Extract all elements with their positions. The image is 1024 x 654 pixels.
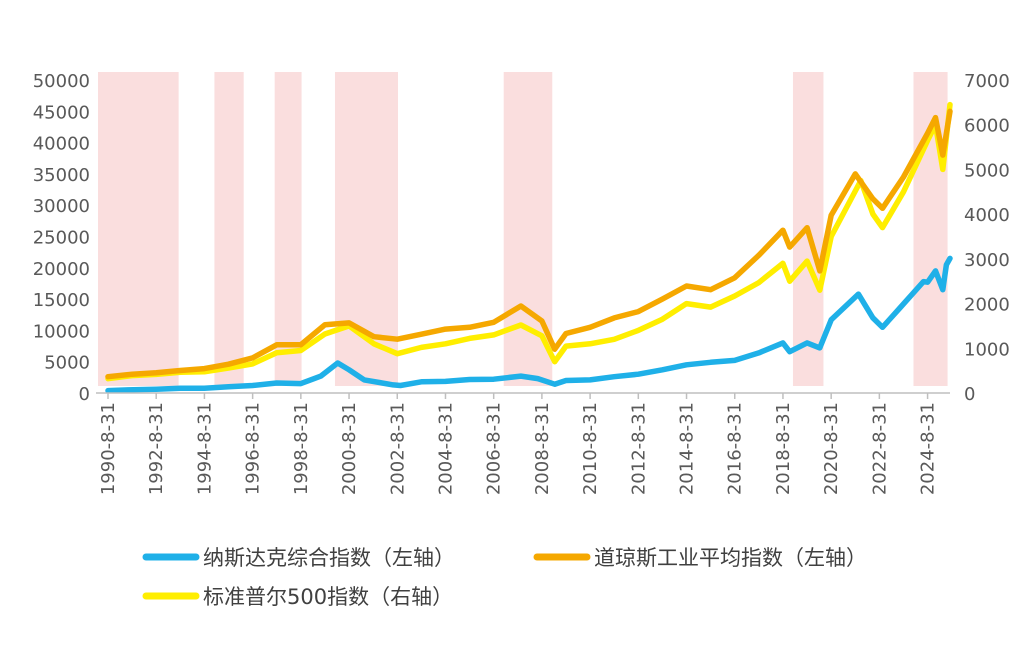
y-left-tick-label: 30000 <box>33 196 90 217</box>
y-right-tick-label: 4000 <box>964 205 1010 226</box>
legend-label-dow: 道琼斯工业平均指数（左轴） <box>594 546 867 570</box>
y-left-tick-label: 0 <box>79 384 90 405</box>
y-left-tick-label: 35000 <box>33 165 90 186</box>
legend-item-sp500: 标准普尔500指数（右轴） <box>142 585 453 609</box>
y-left-tick-label: 40000 <box>33 134 90 155</box>
x-tick-label: 2012-8-31 <box>628 402 649 495</box>
x-tick-label: 1990-8-31 <box>98 402 119 495</box>
x-tick-label: 2002-8-31 <box>387 402 408 495</box>
recession-band-7 <box>913 72 948 386</box>
series-dow-line <box>105 108 953 380</box>
x-tick-label: 2014-8-31 <box>677 402 698 495</box>
x-tick-label: 1996-8-31 <box>243 402 264 495</box>
y-right-tick-label: 7000 <box>964 71 1010 92</box>
series-nasdaq-line <box>105 255 953 394</box>
x-tick-label: 2004-8-31 <box>436 402 457 495</box>
x-tick-label: 2024-8-31 <box>918 402 939 495</box>
recession-band-2 <box>214 72 244 386</box>
y-right-tick-label: 5000 <box>964 160 1010 181</box>
y-left-tick-label: 50000 <box>33 71 90 92</box>
recession-band-5 <box>503 72 553 386</box>
y-left-tick-label: 45000 <box>33 102 90 123</box>
series-layer <box>105 101 953 394</box>
x-tick-label: 2006-8-31 <box>484 402 505 495</box>
y-left-tick-label: 25000 <box>33 228 90 249</box>
x-tick-label: 2010-8-31 <box>580 402 601 495</box>
x-tick-label: 1992-8-31 <box>146 402 167 495</box>
y-right-tick-label: 2000 <box>964 295 1010 316</box>
legend-item-dow: 道琼斯工业平均指数（左轴） <box>533 546 867 570</box>
x-tick-label: 2018-8-31 <box>773 402 794 495</box>
y-right-tick-label: 6000 <box>964 116 1010 137</box>
y-right-tick-label: 3000 <box>964 250 1010 271</box>
legend-label-nasdaq: 纳斯达克综合指数（左轴） <box>203 546 455 570</box>
x-tick-label: 2016-8-31 <box>725 402 746 495</box>
recession-band-1 <box>98 72 179 386</box>
axes: 0500010000150002000025000300003500040000… <box>33 71 1010 495</box>
y-left-tick-label: 5000 <box>44 353 90 374</box>
y-left-tick-label: 15000 <box>33 290 90 311</box>
recession-bands <box>98 72 948 386</box>
x-tick-label: 2022-8-31 <box>869 402 890 495</box>
x-tick-label: 1998-8-31 <box>291 402 312 495</box>
legend: 纳斯达克综合指数（左轴） 道琼斯工业平均指数（左轴） 标准普尔500指数（右轴） <box>142 546 867 609</box>
x-tick-label: 2020-8-31 <box>821 402 842 495</box>
x-tick-label: 1994-8-31 <box>194 402 215 495</box>
recession-band-3 <box>274 72 302 386</box>
y-left-tick-label: 10000 <box>33 321 90 342</box>
x-tick-label: 2000-8-31 <box>339 402 360 495</box>
y-right-tick-label: 0 <box>964 384 975 405</box>
y-left-tick-label: 20000 <box>33 259 90 280</box>
x-tick-label: 2008-8-31 <box>532 402 553 495</box>
y-right-tick-label: 1000 <box>964 339 1010 360</box>
legend-label-sp500: 标准普尔500指数（右轴） <box>203 585 453 609</box>
legend-item-nasdaq: 纳斯达克综合指数（左轴） <box>142 546 455 570</box>
